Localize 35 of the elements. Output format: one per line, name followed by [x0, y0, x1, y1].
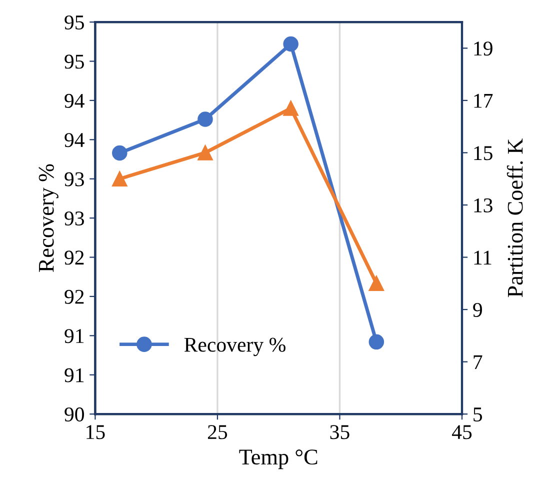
point — [198, 145, 213, 160]
y-tick-label: 91 — [64, 368, 84, 382]
y-tick-label: 90 — [64, 407, 84, 422]
point — [368, 334, 384, 350]
y-tick-label: 95 — [64, 54, 84, 69]
point — [112, 145, 128, 161]
y2-axis-title: Partition Coeff. K — [506, 138, 523, 298]
y2-tick-label: 15 — [474, 146, 492, 160]
point — [283, 100, 298, 116]
y-tick-label: 93 — [64, 172, 84, 186]
point — [368, 276, 384, 292]
x-axis-title: Temp °C — [239, 450, 318, 470]
y-tick-label: 92 — [64, 290, 84, 304]
point — [198, 112, 213, 127]
y-tick-label: 95 — [64, 15, 84, 30]
x-tick-label: 35 — [330, 425, 350, 440]
y2-tick-label: 5 — [474, 408, 482, 422]
y2-tick-label: 11 — [474, 250, 492, 264]
legend-label: Recovery % — [184, 338, 286, 356]
y2-tick-label: 17 — [474, 94, 493, 108]
y2-tick-label: 13 — [474, 198, 492, 212]
y-tick-label: 91 — [64, 329, 84, 344]
y2-tick-label: 19 — [474, 42, 492, 56]
y-tick-label: 93 — [64, 211, 84, 226]
y-tick-label: 92 — [64, 250, 84, 265]
y-tick-label: 94 — [64, 94, 84, 108]
y-tick-label: 94 — [64, 133, 84, 148]
y2-tick-label: 9 — [473, 302, 482, 317]
x-tick-label: 15 — [86, 425, 105, 440]
y-axis-title: Recovery % — [38, 164, 58, 272]
x-tick-label: 25 — [208, 425, 228, 440]
x-tick-label: 45 — [452, 425, 472, 440]
point — [283, 36, 298, 52]
y2-tick-label: 7 — [474, 355, 482, 370]
point — [112, 171, 128, 186]
